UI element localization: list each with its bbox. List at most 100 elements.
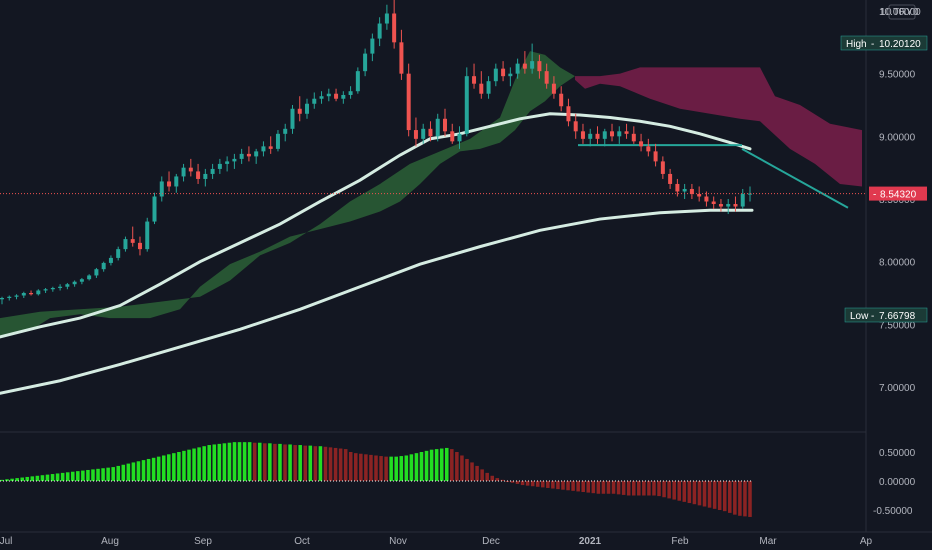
candle-body: [668, 173, 673, 184]
candle-body: [515, 63, 520, 74]
histogram-bar: [389, 456, 393, 481]
histogram-bar: [91, 469, 95, 481]
histogram-bar: [354, 453, 358, 481]
candle-body: [101, 262, 106, 270]
candle-body: [174, 176, 179, 187]
candle-body: [210, 168, 215, 174]
candle-body: [275, 133, 280, 149]
histogram-bar: [586, 481, 591, 493]
currency-label[interactable]: TRY: [893, 7, 913, 18]
histogram-bar: [601, 481, 606, 494]
histogram-bar: [15, 478, 19, 481]
candle-body: [639, 141, 644, 147]
histogram-bar: [541, 481, 545, 488]
histogram-bar: [146, 458, 151, 481]
histogram-bar: [278, 443, 282, 481]
last-price-value: 8.54320: [880, 190, 917, 201]
descending-trendline[interactable]: [741, 147, 849, 209]
histogram-bar: [606, 481, 611, 494]
candle-body: [697, 193, 702, 197]
candle-body: [145, 221, 150, 250]
candle-body: [159, 181, 164, 197]
time-tick-label: Feb: [671, 536, 689, 547]
candle-body: [297, 108, 302, 114]
histogram-bar: [495, 478, 500, 481]
candle-body: [457, 133, 462, 142]
histogram-bar: [212, 444, 217, 481]
candle-body: [152, 196, 157, 222]
histogram-bar: [404, 455, 409, 481]
candle-body: [544, 71, 549, 84]
histogram-bar: [490, 475, 495, 481]
candle-body: [137, 242, 142, 250]
histogram-bar: [399, 456, 404, 481]
candle-body: [610, 131, 615, 137]
histogram-bar: [637, 481, 641, 496]
histogram-bar: [25, 476, 30, 481]
histogram-bar: [510, 481, 515, 483]
candle-body: [704, 196, 709, 202]
histogram-bar: [444, 447, 449, 481]
candle-body: [450, 131, 455, 142]
candle-body: [421, 128, 426, 139]
currency-badge[interactable]: [888, 4, 916, 20]
candle-body: [508, 73, 513, 77]
candle-body: [65, 284, 70, 287]
candle-body: [580, 131, 585, 139]
candle-body: [326, 93, 331, 97]
trendline-drawings[interactable]: [578, 144, 849, 209]
histogram-bar: [136, 461, 141, 481]
oscillator-price-axis[interactable]: 0.50000 0.00000 -0.50000: [873, 448, 916, 517]
candle-body: [406, 73, 411, 131]
candle-body: [290, 108, 295, 129]
histogram-bar: [10, 478, 14, 481]
histogram-bar: [55, 473, 60, 481]
candle-body: [486, 81, 491, 94]
low-label: Low: [850, 311, 869, 322]
time-axis[interactable]: Jul Aug Sep Oct Nov Dec 2021 Feb Mar Ap: [0, 536, 873, 547]
histogram-bar: [748, 481, 752, 517]
histogram-bar: [591, 481, 596, 494]
histogram-bar: [712, 481, 717, 509]
candle-body: [501, 68, 506, 77]
candle-body: [14, 295, 19, 297]
high-badge: High - 10.20120: [840, 35, 928, 51]
histogram-bar: [50, 474, 55, 481]
candle-body: [718, 204, 723, 207]
moving-average-slow: [0, 208, 754, 395]
candle-body: [392, 13, 397, 43]
histogram-bar: [263, 443, 267, 481]
histogram-bar: [611, 481, 616, 494]
histogram-bar: [141, 460, 146, 481]
histogram-bar: [131, 462, 136, 481]
candle-body: [348, 91, 353, 95]
histogram-bar: [333, 447, 338, 481]
histogram-bar: [450, 449, 454, 481]
histogram-bar: [409, 454, 414, 481]
candle-body: [196, 171, 201, 179]
candle-body: [87, 275, 92, 280]
histogram-bar: [424, 450, 429, 481]
price-tick-label: 10.00000: [879, 7, 921, 18]
candle-body: [631, 133, 636, 142]
histogram-bar: [298, 445, 302, 481]
low-value: 7.66798: [879, 311, 916, 322]
candle-body: [399, 42, 404, 74]
histogram-bar: [187, 449, 191, 481]
histogram-bar: [500, 479, 505, 481]
histogram-bar: [707, 481, 712, 508]
ichimoku-cloud-bullish: [0, 51, 575, 337]
histogram-bar: [621, 481, 626, 495]
histogram-bar: [480, 469, 484, 481]
histogram-bar: [343, 449, 348, 481]
time-tick-label: Sep: [194, 536, 212, 547]
candle-body: [711, 201, 716, 205]
histogram-bar: [35, 475, 40, 481]
histogram-bar: [419, 452, 424, 481]
price-tick-label: 7.50000: [879, 320, 916, 331]
price-tick-label: 9.50000: [879, 70, 916, 81]
histogram-bar: [247, 442, 252, 481]
histogram-bar: [283, 444, 287, 481]
histogram-bar: [197, 447, 201, 481]
histogram-bar: [546, 481, 550, 488]
